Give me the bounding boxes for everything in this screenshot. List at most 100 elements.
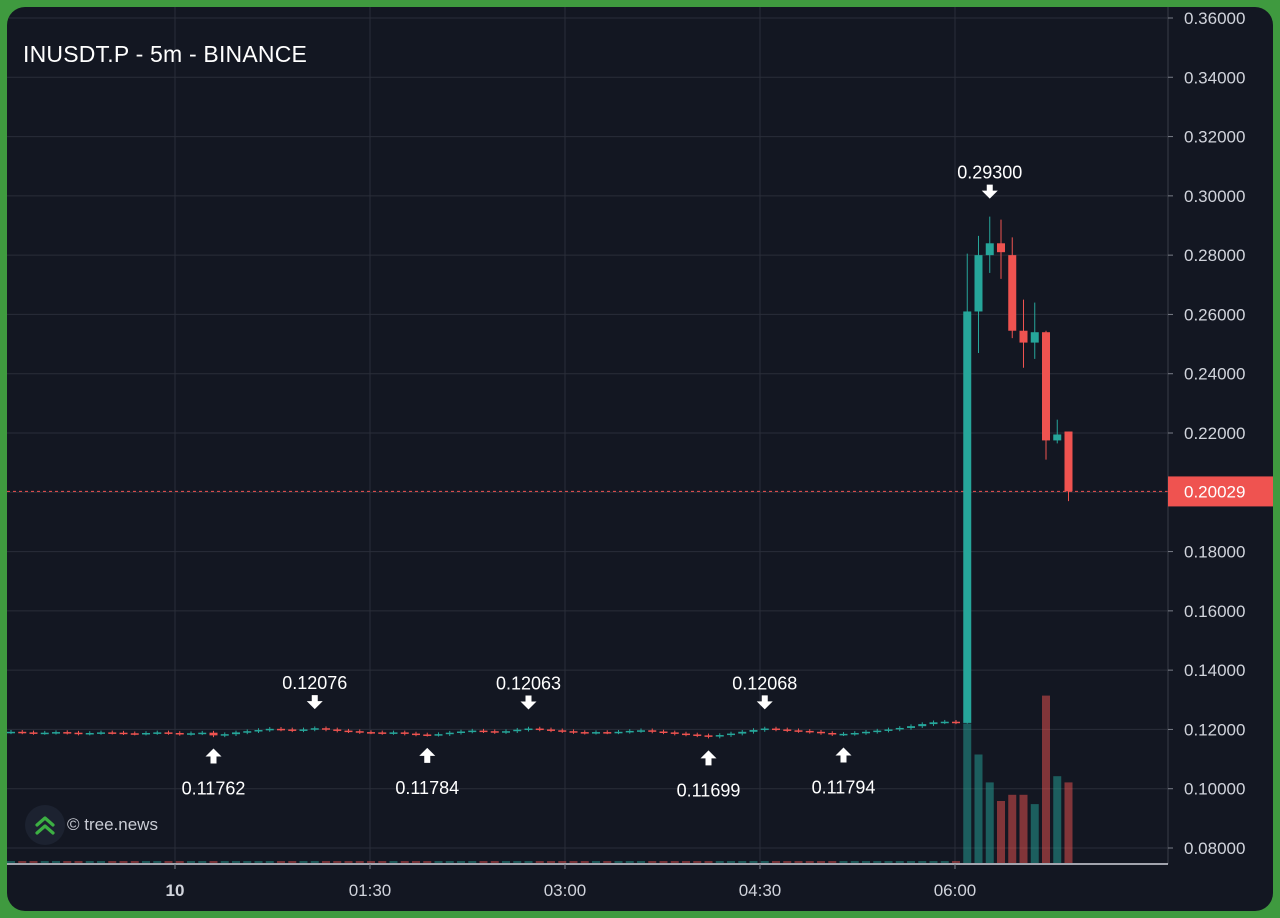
volume-bar [715, 861, 724, 863]
volume-bar [389, 861, 398, 863]
volume-bar [209, 861, 218, 863]
volume-bar [74, 861, 83, 863]
current-price-badge [1168, 476, 1273, 507]
chart-canvas[interactable]: 0.11762 0.12076 0.11784 0.12063 0.11699 0.120… [7, 7, 1273, 911]
candle-body [682, 733, 690, 736]
volume-bar [468, 861, 477, 863]
volume-bar [254, 861, 263, 863]
candle-body [715, 735, 724, 737]
time-axis[interactable]: 10 01:30 03:00 04:30 06:00 [7, 863, 1168, 900]
volume-bar [862, 861, 870, 863]
candle-body [434, 734, 443, 736]
volume-bar [839, 861, 848, 863]
candle-body [468, 730, 477, 733]
volume-bar [344, 861, 353, 863]
volume-bar [670, 861, 679, 863]
candle-body [1019, 330, 1028, 343]
price-annotation: 0.11794 [812, 747, 875, 798]
candle-body [198, 732, 207, 735]
candle-body [142, 732, 150, 735]
candle-body [322, 728, 330, 730]
volume-bar [614, 861, 623, 863]
volume-bar [569, 861, 578, 863]
volume-bar [1030, 804, 1039, 863]
volume-bar [535, 861, 544, 863]
volume-bar [693, 861, 702, 863]
candle-body [18, 731, 27, 734]
candle-body [457, 731, 465, 734]
price-tick-label: 0.36000 [1184, 9, 1245, 28]
volume-bar [108, 861, 117, 863]
candle-body [29, 732, 38, 734]
candle-body [592, 732, 600, 734]
volume-bar [963, 723, 972, 863]
annotation-label: 0.11762 [182, 778, 246, 798]
candle-body [7, 731, 15, 734]
price-tick-label: 0.08000 [1184, 839, 1245, 858]
volume-bar [400, 861, 409, 863]
price-tick-label: 0.14000 [1184, 661, 1245, 680]
candle-body [502, 731, 510, 733]
candle-body [243, 731, 252, 733]
candle-body [929, 722, 938, 725]
volume-bar [625, 861, 634, 863]
candle-body [277, 728, 285, 731]
volume-bar [940, 861, 949, 863]
volume-bar [164, 861, 173, 863]
candle-body [299, 729, 308, 731]
candle-body [828, 732, 837, 735]
volume-bar [817, 861, 825, 863]
candle-body [164, 732, 173, 734]
current-price-label: 0.20029 [1184, 482, 1245, 501]
candle-body [288, 729, 297, 731]
candle-body [209, 732, 218, 736]
annotation-label: 0.11699 [677, 780, 741, 800]
price-tick-label: 0.24000 [1184, 365, 1245, 384]
candle-body [749, 730, 758, 732]
volume-bar [704, 861, 713, 863]
candle-body [74, 732, 83, 735]
candle-body [603, 732, 612, 734]
watermark: © tree.news [25, 805, 158, 845]
volume-bar [547, 861, 555, 863]
volume-bar [378, 861, 387, 863]
candle-body [659, 731, 668, 734]
candle-body [232, 732, 240, 735]
volume-bar [895, 861, 904, 863]
candle-body [918, 724, 927, 727]
price-tick-label: 0.34000 [1184, 68, 1245, 87]
volume-bars [7, 695, 1073, 863]
volume-bar [29, 861, 38, 863]
candle-body [760, 728, 769, 731]
price-tick-label: 0.32000 [1184, 128, 1245, 147]
price-axis[interactable]: 0.08000 0.10000 0.12000 0.14000 0.16000 0.180… [1167, 7, 1273, 864]
volume-bar [952, 861, 960, 863]
volume-bar [1008, 794, 1017, 863]
candle-body [850, 732, 859, 735]
candle-body [783, 729, 792, 731]
candle-body [1008, 255, 1017, 331]
candle-body [220, 734, 229, 736]
candle-body [940, 721, 949, 724]
candle-body [344, 730, 353, 733]
volume-bar [18, 861, 27, 863]
candle-body [997, 243, 1005, 253]
price-annotation: 0.12068 [732, 673, 797, 710]
candle-body [400, 732, 409, 734]
arrow-up-icon [419, 747, 436, 763]
volume-bar [265, 861, 274, 863]
volume-bar [648, 861, 657, 863]
arrow-down-icon [756, 695, 773, 710]
volume-bar [434, 861, 443, 863]
volume-bar [850, 861, 859, 863]
candle-body [614, 731, 623, 734]
volume-bar [884, 861, 893, 863]
candle-body [558, 730, 567, 732]
price-tick-label: 0.26000 [1184, 305, 1245, 324]
volume-bar [918, 861, 927, 863]
price-tick-label: 0.28000 [1184, 246, 1245, 265]
volume-bar [985, 782, 994, 863]
arrow-up-icon [700, 750, 717, 766]
volume-bar [738, 861, 747, 863]
candle-body [367, 732, 375, 734]
